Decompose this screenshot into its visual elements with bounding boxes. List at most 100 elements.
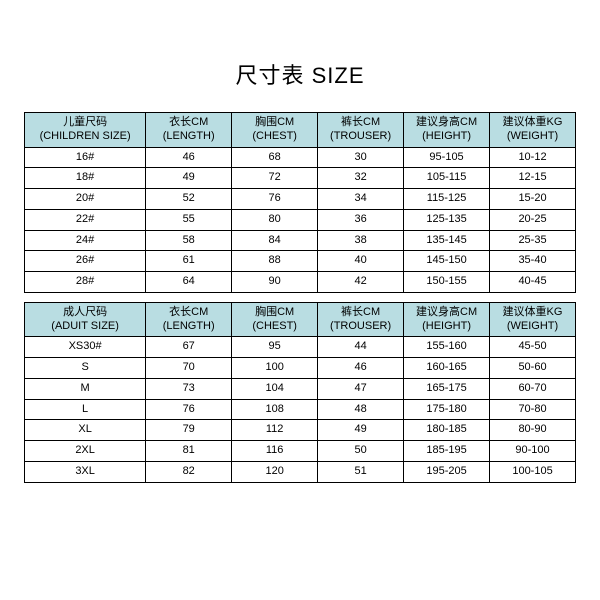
adult-cell: S	[25, 358, 146, 379]
adult-cell: 70-80	[490, 399, 576, 420]
adult-cell: 175-180	[404, 399, 490, 420]
adult-cell: 185-195	[404, 441, 490, 462]
adult-row: XS30#679544155-16045-50	[25, 337, 576, 358]
children-cell: 58	[146, 230, 232, 251]
adult-header-cell: 成人尺码(ADUIT SIZE)	[25, 302, 146, 337]
adult-header-cell: 裤长CM(TROUSER)	[318, 302, 404, 337]
children-cell: 90	[232, 272, 318, 293]
adult-cell: 165-175	[404, 378, 490, 399]
adult-cell: 70	[146, 358, 232, 379]
children-row: 28#649042150-15540-45	[25, 272, 576, 293]
children-cell: 150-155	[404, 272, 490, 293]
children-cell: 145-150	[404, 251, 490, 272]
children-cell: 49	[146, 168, 232, 189]
adult-cell: 79	[146, 420, 232, 441]
adult-cell: 108	[232, 399, 318, 420]
adult-row: XL7911249180-18580-90	[25, 420, 576, 441]
children-cell: 115-125	[404, 189, 490, 210]
children-cell: 20-25	[490, 209, 576, 230]
table-gap	[25, 292, 576, 302]
adult-cell: 60-70	[490, 378, 576, 399]
adult-cell: 116	[232, 441, 318, 462]
header-line2: (TROUSER)	[320, 320, 401, 334]
header-line1: 裤长CM	[320, 116, 401, 130]
adult-cell: 80-90	[490, 420, 576, 441]
children-header-cell: 胸围CM(CHEST)	[232, 113, 318, 148]
children-cell: 32	[318, 168, 404, 189]
children-header-cell: 儿童尺码(CHILDREN SIZE)	[25, 113, 146, 148]
children-cell: 15-20	[490, 189, 576, 210]
adult-cell: 100	[232, 358, 318, 379]
header-line1: 成人尺码	[27, 306, 143, 320]
adult-cell: 47	[318, 378, 404, 399]
adult-cell: 48	[318, 399, 404, 420]
children-cell: 36	[318, 209, 404, 230]
adult-cell: 195-205	[404, 461, 490, 482]
children-cell: 72	[232, 168, 318, 189]
children-row: 22#558036125-13520-25	[25, 209, 576, 230]
adult-cell: 50-60	[490, 358, 576, 379]
children-cell: 20#	[25, 189, 146, 210]
adult-row: 2XL8111650185-19590-100	[25, 441, 576, 462]
adult-cell: 180-185	[404, 420, 490, 441]
children-cell: 24#	[25, 230, 146, 251]
header-line2: (CHEST)	[234, 130, 315, 144]
adult-cell: 155-160	[404, 337, 490, 358]
adult-cell: 160-165	[404, 358, 490, 379]
children-cell: 42	[318, 272, 404, 293]
children-cell: 12-15	[490, 168, 576, 189]
adult-header-row: 成人尺码(ADUIT SIZE)衣长CM(LENGTH)胸围CM(CHEST)裤…	[25, 302, 576, 337]
header-line2: (LENGTH)	[148, 320, 229, 334]
children-cell: 22#	[25, 209, 146, 230]
adult-cell: 104	[232, 378, 318, 399]
adult-row: S7010046160-16550-60	[25, 358, 576, 379]
children-header-cell: 衣长CM(LENGTH)	[146, 113, 232, 148]
header-line1: 衣长CM	[148, 306, 229, 320]
adult-cell: 90-100	[490, 441, 576, 462]
header-line2: (ADUIT SIZE)	[27, 320, 143, 334]
header-line1: 胸围CM	[234, 116, 315, 130]
adult-cell: 2XL	[25, 441, 146, 462]
adult-row: M7310447165-17560-70	[25, 378, 576, 399]
children-cell: 52	[146, 189, 232, 210]
adult-header-cell: 建议身高CM(HEIGHT)	[404, 302, 490, 337]
children-cell: 18#	[25, 168, 146, 189]
children-cell: 95-105	[404, 147, 490, 168]
children-header-cell: 裤长CM(TROUSER)	[318, 113, 404, 148]
adult-cell: 44	[318, 337, 404, 358]
adult-row: L7610848175-18070-80	[25, 399, 576, 420]
children-cell: 30	[318, 147, 404, 168]
children-cell: 10-12	[490, 147, 576, 168]
header-line1: 建议身高CM	[406, 116, 487, 130]
header-line1: 建议体重KG	[492, 306, 573, 320]
children-row: 18#497232105-11512-15	[25, 168, 576, 189]
adult-cell: 45-50	[490, 337, 576, 358]
adult-cell: 3XL	[25, 461, 146, 482]
children-cell: 76	[232, 189, 318, 210]
children-cell: 68	[232, 147, 318, 168]
children-cell: 40-45	[490, 272, 576, 293]
header-line1: 儿童尺码	[27, 116, 143, 130]
children-cell: 88	[232, 251, 318, 272]
adult-cell: 50	[318, 441, 404, 462]
children-cell: 84	[232, 230, 318, 251]
adult-cell: 82	[146, 461, 232, 482]
children-cell: 40	[318, 251, 404, 272]
adult-cell: 81	[146, 441, 232, 462]
children-cell: 64	[146, 272, 232, 293]
header-line2: (LENGTH)	[148, 130, 229, 144]
adult-cell: 100-105	[490, 461, 576, 482]
header-line2: (WEIGHT)	[492, 130, 573, 144]
children-header-row: 儿童尺码(CHILDREN SIZE)衣长CM(LENGTH)胸围CM(CHES…	[25, 113, 576, 148]
adult-header-cell: 胸围CM(CHEST)	[232, 302, 318, 337]
children-cell: 16#	[25, 147, 146, 168]
header-line1: 建议身高CM	[406, 306, 487, 320]
size-table: 儿童尺码(CHILDREN SIZE)衣长CM(LENGTH)胸围CM(CHES…	[24, 112, 576, 483]
header-line2: (CHEST)	[234, 320, 315, 334]
header-line2: (HEIGHT)	[406, 130, 487, 144]
children-cell: 26#	[25, 251, 146, 272]
header-line2: (WEIGHT)	[492, 320, 573, 334]
children-cell: 125-135	[404, 209, 490, 230]
adult-header-cell: 衣长CM(LENGTH)	[146, 302, 232, 337]
adult-cell: M	[25, 378, 146, 399]
